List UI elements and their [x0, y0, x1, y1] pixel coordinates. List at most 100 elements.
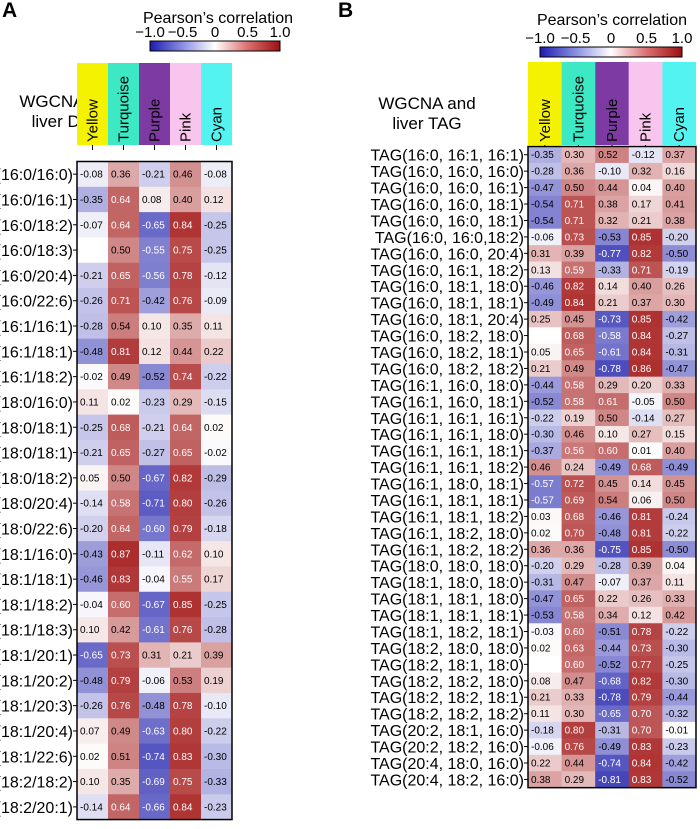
panel-b-cell-value: -0.49: [665, 463, 688, 474]
panel-a-heatmap-cell: [201, 566, 233, 593]
panel-b-cell-value: 0.68: [632, 463, 652, 474]
panel-b-cell-value: 0.84: [632, 759, 652, 770]
panel-b-column-color-purple: [595, 62, 629, 145]
panel-a-cell-value: -0.27: [142, 448, 165, 459]
panel-a-heatmap-cell: [77, 186, 109, 213]
panel-b-cell-value: 0.44: [565, 759, 585, 770]
panel-b-cell-value: -0.06: [531, 742, 554, 753]
panel-b-heatmap-cell: [662, 475, 697, 493]
panel-a-row-label: DG(18:2/20:1): [0, 800, 73, 817]
panel-a-column-label: Turquoise: [116, 76, 133, 142]
panel-b-cell-value: 0.83: [632, 742, 652, 753]
panel-b-cell-value: -0.54: [531, 216, 554, 227]
panel-b-heatmap-cell: [561, 442, 596, 460]
panel-a-heatmap-cell: [108, 768, 140, 795]
panel-a-cell-value: 0.65: [111, 271, 131, 282]
panel-b-heatmap-cell: [561, 310, 596, 328]
panel-b-cell-value: 0.71: [565, 200, 585, 211]
panel-b-heatmap-cell: [595, 656, 630, 673]
panel-b-cell-value: 0.82: [632, 676, 652, 687]
panel-b-row-label: TAG(16:0, 18:1, 20:4): [370, 312, 524, 329]
panel-a-heatmap-cell: [108, 237, 140, 264]
panel-b-cell-value: -0.78: [598, 364, 621, 375]
panel-b-row-label: TAG(16:0, 18:2, 18:1): [370, 345, 524, 362]
panel-b-heatmap-cell: [528, 458, 562, 476]
panel-a-heatmap-cell: [201, 718, 233, 745]
panel-b-cell-value: 0.20: [632, 380, 652, 391]
panel-b-row-label: TAG(18:2, 18:2, 18:0): [370, 674, 524, 691]
panel-b-cell-value: 0.06: [632, 495, 652, 506]
panel-b-heatmap-cell: [662, 524, 697, 542]
panel-a-cell-value: 0.84: [173, 802, 193, 813]
panel-b-heatmap-cell: [662, 360, 697, 378]
panel-b-cell-value: 0.39: [632, 561, 652, 572]
panel-b-cell-value: 0.21: [531, 693, 551, 704]
panel-a-cell-value: 0.75: [173, 246, 193, 257]
panel-a-heatmap-cell: [77, 718, 109, 745]
panel-b-cell-value: -0.25: [665, 660, 688, 671]
panel-b-cell-value: 0.78: [632, 627, 652, 638]
panel-a-cell-value: 0.10: [204, 549, 224, 560]
panel-a-heatmap-cell: [201, 262, 233, 289]
panel-b-heatmap-cell: [561, 179, 596, 197]
panel-b-heatmap-cell: [595, 754, 630, 772]
panel-b-cell-value: -0.51: [598, 627, 621, 638]
panel-b-cell-value: 0.01: [632, 446, 652, 457]
panel-b-cell-value: -0.50: [665, 545, 688, 556]
panel-b-column-color-cyan: [662, 62, 696, 145]
panel-b-heatmap-cell: [561, 705, 596, 723]
panel-b-cell-value: -0.57: [531, 479, 554, 490]
panel-b-cell-value: -0.19: [665, 265, 688, 276]
panel-b-heatmap-cell: [595, 310, 630, 328]
panel-a-row-label: DG(18:0/16:0): [0, 395, 73, 412]
panel-b-heatmap-cell: [561, 458, 596, 476]
panel-a-heatmap-cell: [108, 490, 140, 517]
panel-a-heatmap-cell: [139, 515, 171, 542]
panel-b-heatmap-cell: [528, 343, 562, 361]
panel-b-row-label: TAG(16:1, 18:1, 18:1): [370, 493, 524, 510]
panel-a-cell-value: -0.48: [142, 701, 165, 712]
panel-b-row-label: TAG(16:0, 16:0, 20:4): [370, 246, 524, 263]
panel-b-cell-value: 0.44: [598, 183, 618, 194]
panel-b-heatmap-cell: [561, 327, 596, 345]
panel-a-heatmap-cell: [77, 743, 109, 770]
panel-a-cell-value: 0.54: [111, 322, 131, 333]
panel-a-heatmap-cell: [170, 414, 202, 441]
panel-a-cell-value: 0.78: [173, 701, 193, 712]
panel-a-colorbar-tick: −1.0: [135, 24, 165, 41]
panel-a-row-label: DG(18:0/18:1): [0, 420, 73, 437]
panel-b-cell-value: -0.52: [598, 660, 621, 671]
panel-b-heatmap-cell: [662, 162, 697, 180]
panel-b-heatmap-cell: [628, 162, 663, 180]
panel-b-heatmap-cell: [528, 475, 562, 493]
panel-b-row-label: TAG(16:1, 18:2, 18:0): [370, 526, 524, 543]
panel-b-row-label: TAG(16:0, 16:0,18:2): [375, 230, 524, 247]
panel-b-heatmap-cell: [595, 458, 630, 476]
panel-b-heatmap-cell: [528, 442, 562, 460]
panel-a-cell-value: -0.23: [204, 802, 227, 813]
panel-b-cell-value: -0.53: [531, 611, 554, 622]
panel-a-cell-value: 0.50: [111, 473, 131, 484]
panel-a-row-label: DG(18:1/20:4): [0, 724, 73, 741]
panel-b-heatmap-cell: [528, 212, 562, 230]
panel-a-cell-value: 0.62: [173, 549, 193, 560]
panel-a-heatmap-cell: [201, 212, 233, 238]
panel-a-heatmap-cell: [77, 363, 109, 390]
panel-a-heatmap-cell: [201, 642, 233, 669]
panel-b-cell-value: 0.73: [632, 643, 652, 654]
panel-a-heatmap-cell: [170, 313, 202, 340]
panel-b-cell-value: -0.44: [531, 380, 554, 391]
panel-a-heatmap-cell: [108, 313, 140, 340]
panel-a-cell-value: 0.58: [111, 499, 131, 510]
panel-a-heatmap-cell: [139, 591, 171, 618]
panel-b-cell-value: 0.61: [598, 397, 618, 408]
panel-b-cell-value: 0.47: [565, 578, 585, 589]
panel-a-heatmap-cell: [139, 161, 171, 188]
panel-b-heatmap-cell: [662, 573, 697, 591]
panel-b-row-label: TAG(18:1, 18:1, 18:0): [370, 592, 524, 609]
panel-a-cell-value: -0.61: [142, 625, 165, 636]
panel-b-cell-value: -0.65: [598, 709, 621, 720]
panel-b-cell-value: 0.04: [632, 183, 652, 194]
panel-a-cell-value: -0.04: [142, 575, 165, 586]
panel-b-heatmap-cell: [628, 360, 663, 378]
